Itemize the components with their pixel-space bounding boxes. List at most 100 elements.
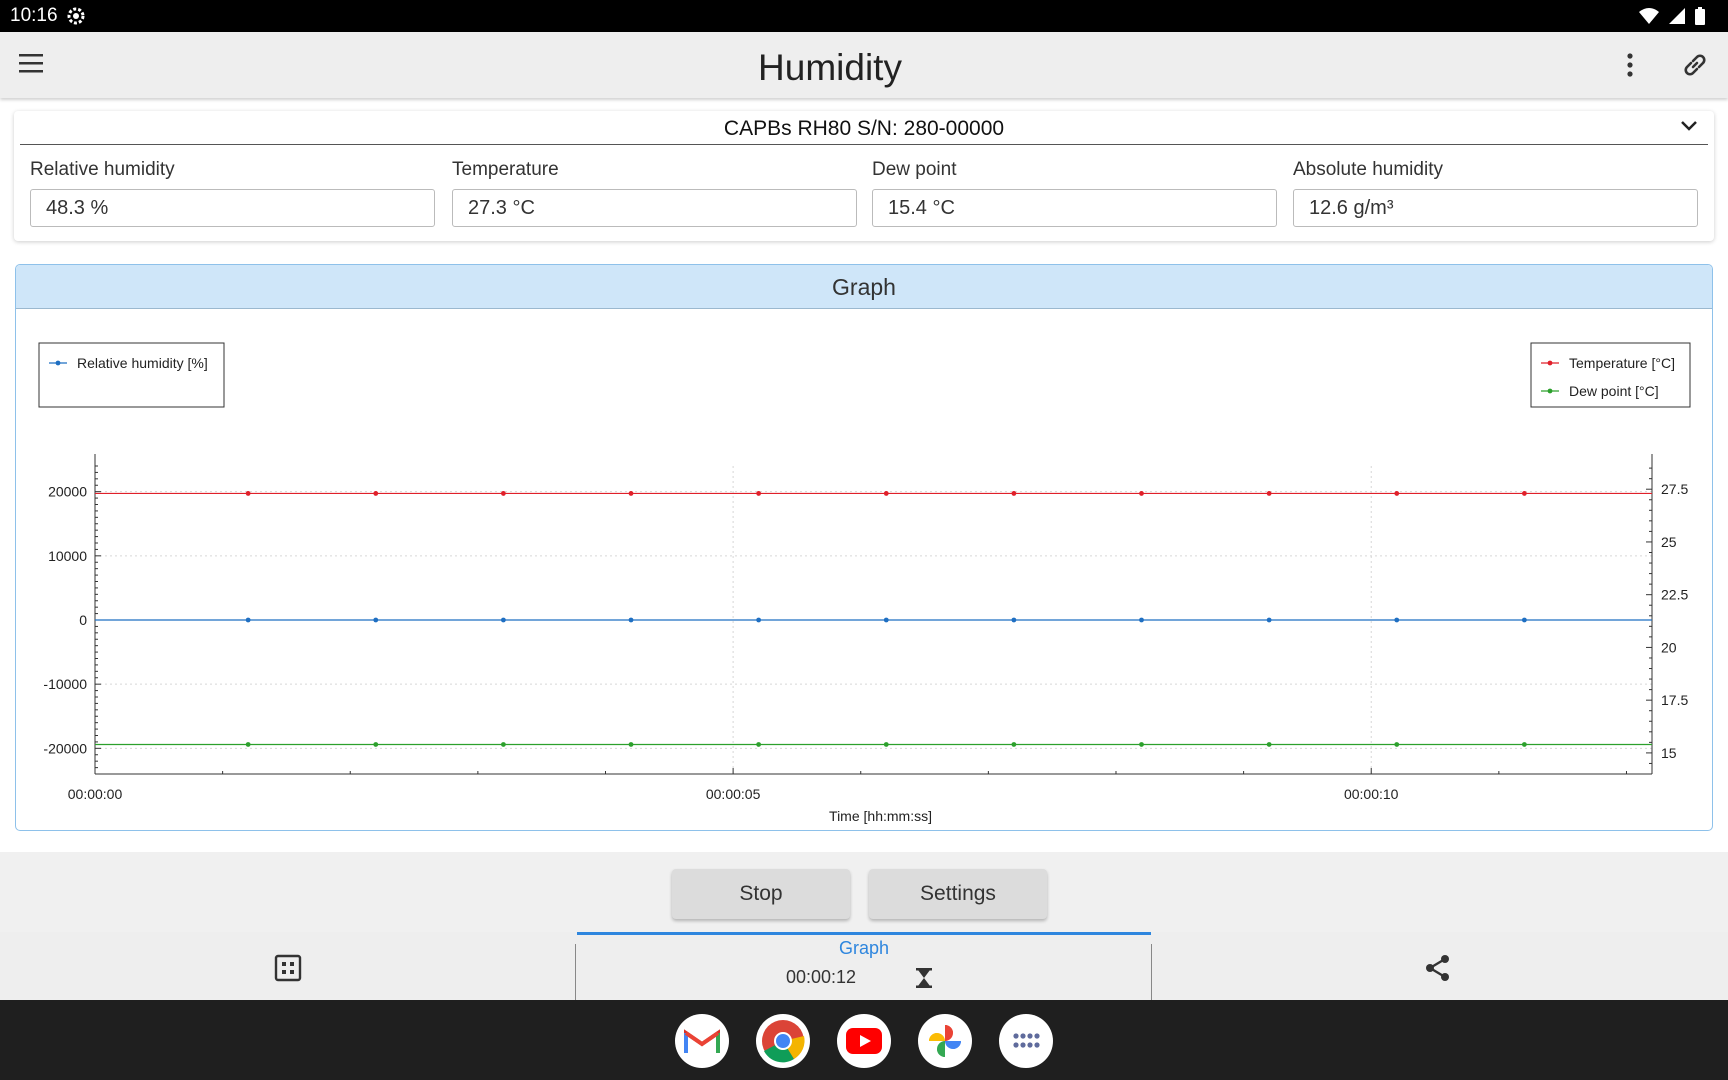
action-bar: Stop Settings (0, 852, 1728, 932)
graph-tab-indicator (577, 932, 1151, 935)
absolute-humidity-value: 12.6 g/m³ (1293, 189, 1698, 227)
data-point (1011, 742, 1017, 747)
graph-panel: Graph 20000 10000 0 -10000 -20000 27.5 25 22.5 2… (15, 264, 1713, 831)
data-point (373, 491, 379, 496)
data-point (756, 617, 762, 623)
dew-point-field: Dew point 15.4 °C (872, 159, 1277, 227)
gmail-icon[interactable] (675, 1014, 729, 1068)
temperature-label: Temperature (452, 159, 559, 180)
nav-divider (1151, 944, 1152, 1000)
stop-button[interactable]: Stop (672, 869, 850, 919)
app-drawer-icon[interactable] (999, 1014, 1053, 1068)
legend-left (38, 342, 225, 408)
hourglass-icon (915, 967, 933, 994)
legend-label: Relative humidity [%] (77, 355, 208, 371)
wifi-icon (1638, 7, 1660, 30)
sensor-name: CAPBs RH80 S/N: 280-00000 (723, 117, 1005, 140)
chevron-down-icon[interactable] (1680, 119, 1698, 138)
data-point (1011, 491, 1017, 496)
hamburger-menu-icon[interactable] (18, 52, 46, 78)
data-point (756, 742, 762, 747)
legend-swatch-marker (1547, 360, 1553, 366)
y-left-tick-label: -20000 (43, 740, 87, 756)
dew-point-value: 15.4 °C (872, 189, 1277, 227)
data-point (1521, 742, 1527, 747)
relative-humidity-label: Relative humidity (30, 159, 175, 180)
battery-icon (1694, 6, 1706, 31)
data-point (245, 742, 251, 747)
temperature-value: 27.3 °C (452, 189, 857, 227)
data-point (1521, 491, 1527, 496)
settings-button[interactable]: Settings (869, 869, 1047, 919)
legend-label: Temperature [°C] (1569, 355, 1675, 371)
legend-right (1530, 342, 1691, 408)
nav-divider (575, 944, 576, 1000)
data-point (1266, 617, 1272, 623)
data-point (1394, 617, 1400, 623)
nav-dashboard[interactable] (0, 932, 576, 1000)
legend-label: Dew point [°C] (1569, 383, 1659, 399)
data-point (883, 742, 889, 747)
more-vert-icon[interactable] (1620, 50, 1640, 85)
absolute-humidity-field: Absolute humidity 12.6 g/m³ (1293, 159, 1698, 227)
dew-point-label: Dew point (872, 159, 957, 180)
y-left-tick-label: 20000 (48, 484, 87, 500)
photos-icon[interactable] (918, 1014, 972, 1068)
elapsed-time: 00:00:12 (786, 967, 857, 987)
nav-share[interactable] (1152, 932, 1728, 1000)
legend-swatch-marker (55, 360, 61, 366)
data-point (500, 617, 506, 623)
signal-icon (1668, 7, 1686, 30)
y-right-tick-label: 22.5 (1661, 587, 1688, 603)
relative-humidity-field: Relative humidity 48.3 % (30, 159, 435, 227)
sensor-selector[interactable]: CAPBs RH80 S/N: 280-00000 (20, 111, 1708, 145)
data-point (1521, 617, 1527, 623)
y-right-tick-label: 25 (1661, 534, 1677, 550)
chrome-icon[interactable] (756, 1014, 810, 1068)
relative-humidity-value: 48.3 % (30, 189, 435, 227)
app-dock (0, 1000, 1728, 1080)
data-point (373, 617, 379, 623)
data-point (373, 742, 379, 747)
settings-gear-icon (66, 6, 86, 31)
data-point (1394, 491, 1400, 496)
data-point (883, 617, 889, 623)
bottom-nav: Graph 00:00:12 (0, 932, 1728, 1000)
data-point (1139, 491, 1144, 496)
youtube-icon[interactable] (837, 1014, 891, 1068)
x-tick-label: 00:00:05 (706, 786, 761, 802)
share-icon[interactable] (1424, 954, 1452, 987)
link-icon[interactable] (1680, 50, 1710, 85)
status-bar: 10:16 (0, 0, 1728, 32)
y-left-tick-label: -10000 (43, 676, 87, 692)
y-left-tick-label: 10000 (48, 548, 87, 564)
data-point (883, 491, 889, 496)
data-point (628, 742, 634, 747)
temperature-field: Temperature 27.3 °C (452, 159, 857, 227)
data-point (1139, 742, 1144, 747)
data-point (245, 491, 251, 496)
status-time: 10:16 (10, 5, 58, 26)
page-title: Humidity (758, 47, 902, 88)
data-point (500, 491, 506, 496)
y-right-tick-label: 17.5 (1661, 692, 1688, 708)
data-point (1139, 617, 1144, 623)
y-right-tick-label: 27.5 (1661, 481, 1688, 497)
legend-swatch-marker (1547, 388, 1553, 394)
y-right-tick-label: 15 (1661, 745, 1677, 761)
y-left-tick-label: 0 (79, 612, 87, 628)
data-point (1011, 617, 1017, 623)
dashboard-grid-icon[interactable] (274, 954, 302, 987)
data-point (1394, 742, 1400, 747)
app-bar: Humidity (0, 32, 1728, 98)
absolute-humidity-label: Absolute humidity (1293, 159, 1443, 180)
tab-graph[interactable]: Graph (838, 938, 890, 958)
x-axis-label: Time [hh:mm:ss] (829, 808, 932, 824)
x-tick-label: 00:00:00 (68, 786, 123, 802)
graph-panel-title: Graph (16, 265, 1712, 309)
x-tick-label: 00:00:10 (1344, 786, 1399, 802)
data-point (628, 617, 634, 623)
data-point (756, 491, 762, 496)
chart: 20000 10000 0 -10000 -20000 27.5 25 22.5 20 17.5 1… (38, 342, 1691, 824)
data-point (1266, 742, 1272, 747)
